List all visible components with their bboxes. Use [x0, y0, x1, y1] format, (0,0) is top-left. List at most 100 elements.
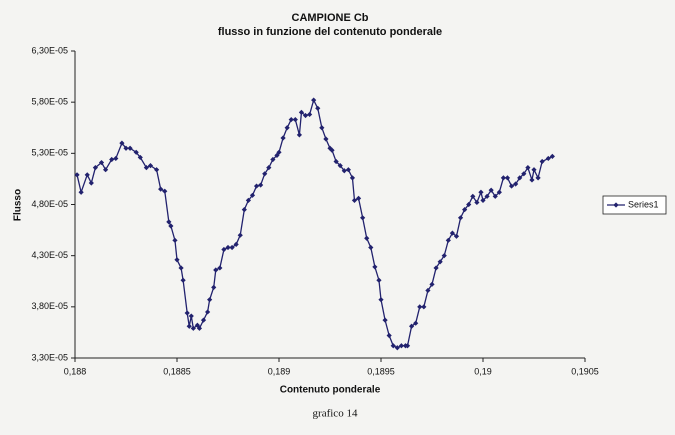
data-point [364, 235, 370, 241]
data-point [349, 175, 356, 181]
data-point [143, 165, 149, 171]
data-point [302, 112, 309, 119]
data-point [413, 320, 419, 326]
data-point [360, 215, 366, 221]
data-point [449, 230, 455, 236]
data-point [78, 189, 84, 195]
data-point [539, 158, 545, 165]
data-point [404, 343, 411, 349]
data-point [504, 175, 511, 181]
data-point [184, 310, 190, 316]
data-point [166, 219, 172, 225]
data-point [466, 201, 472, 208]
data-point [296, 132, 302, 138]
data-point [207, 297, 213, 303]
data-point [276, 149, 282, 155]
data-point [266, 165, 272, 171]
data-point [417, 304, 423, 310]
data-point [298, 109, 305, 115]
data-point [333, 158, 339, 165]
chart-subtitle: flusso in funzione del contenuto pondera… [218, 26, 442, 38]
data-point [221, 246, 227, 253]
data-point [386, 332, 392, 339]
data-point [500, 175, 506, 181]
data-point [98, 159, 105, 166]
data-point [186, 323, 192, 329]
data-point [188, 313, 194, 319]
legend-marker [613, 202, 619, 208]
caption: grafico 14 [313, 408, 358, 420]
data-point [200, 317, 207, 323]
data-point [496, 189, 502, 195]
data-point [378, 297, 384, 303]
data-point [194, 322, 200, 328]
data-point [190, 325, 196, 331]
data-point [478, 189, 484, 195]
data-point [213, 267, 219, 273]
data-point [545, 155, 551, 162]
data-point [484, 193, 490, 199]
data-point [409, 323, 415, 329]
data-point [137, 154, 143, 161]
data-point [329, 147, 335, 153]
data-point [249, 192, 256, 198]
data-point [162, 188, 168, 194]
data-point [284, 125, 290, 131]
data-point [158, 186, 164, 192]
data-point [113, 155, 119, 162]
data-point [307, 111, 313, 118]
y-axis-title: Flusso [13, 189, 24, 221]
data-point [457, 215, 464, 221]
data-point [372, 264, 378, 270]
data-point [470, 193, 476, 199]
data-point [180, 277, 186, 283]
data-point [513, 181, 519, 187]
data-point [84, 172, 90, 178]
series-line [76, 98, 553, 349]
data-point [445, 237, 451, 243]
data-point [229, 244, 235, 251]
data-point [355, 195, 362, 201]
legend-box [602, 195, 667, 215]
data-point [88, 180, 94, 186]
data-point [462, 207, 468, 213]
y-tick-label: 3,80E-05 [31, 301, 68, 311]
data-point [433, 265, 439, 271]
data-point [382, 317, 388, 323]
y-tick-label: 4,30E-05 [31, 250, 68, 260]
data-point [474, 199, 480, 206]
data-point [508, 183, 515, 189]
data-point [168, 223, 174, 229]
data-point [345, 167, 351, 173]
data-point [292, 116, 298, 123]
data-point [521, 171, 527, 177]
data-point [492, 193, 498, 199]
data-point [480, 197, 486, 204]
data-point [103, 167, 109, 173]
data-point [133, 149, 139, 155]
data-point [535, 175, 541, 181]
y-tick-label: 3,30E-05 [31, 352, 68, 362]
data-point [119, 140, 125, 146]
data-point [154, 167, 160, 173]
data-point [311, 97, 317, 103]
data-point [398, 343, 404, 349]
data-point [245, 197, 251, 204]
data-point [453, 233, 460, 239]
data-point [217, 265, 223, 271]
data-point [288, 116, 294, 123]
y-tick-label: 6,30E-05 [31, 45, 68, 55]
data-point [241, 207, 247, 213]
data-point [258, 182, 264, 188]
data-point [225, 244, 231, 251]
chart-title: CAMPIONE Cb [292, 12, 369, 24]
x-tick-label: 0,188 [64, 366, 87, 376]
data-point [172, 237, 178, 243]
data-point [429, 281, 435, 287]
data-point [196, 325, 203, 331]
data-point [437, 259, 443, 265]
data-point [376, 277, 382, 283]
data-point [123, 145, 129, 151]
x-tick-label: 0,1895 [367, 366, 395, 376]
